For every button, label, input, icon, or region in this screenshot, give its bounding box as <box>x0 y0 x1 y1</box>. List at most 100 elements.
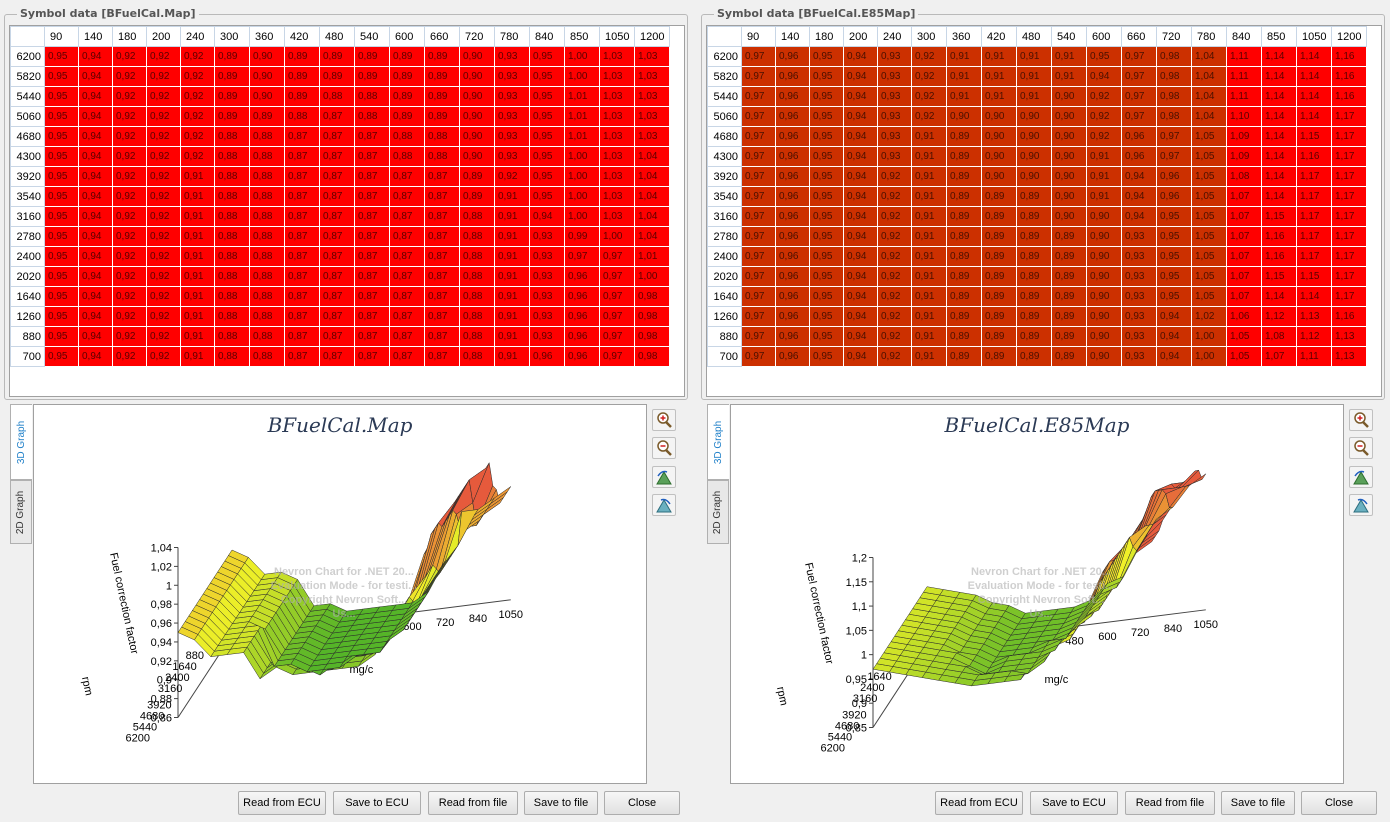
map-cell[interactable]: 0,92 <box>180 86 215 107</box>
map-cell[interactable]: 0,96 <box>564 326 600 347</box>
map-cell[interactable]: 0,87 <box>354 206 390 227</box>
map-cell[interactable]: 0,88 <box>214 306 250 327</box>
map-cell[interactable]: 0,94 <box>1156 346 1192 367</box>
map-cell[interactable]: 0,90 <box>1086 286 1122 307</box>
map-cell[interactable]: 0,89 <box>1051 286 1087 307</box>
map-cell[interactable]: 0,89 <box>1016 226 1052 247</box>
map-cell[interactable]: 0,94 <box>843 266 878 287</box>
map-cell[interactable]: 0,89 <box>319 66 355 87</box>
map-cell[interactable]: 1,08 <box>1261 326 1297 347</box>
map-cell[interactable]: 1,07 <box>1226 206 1262 227</box>
map-cell[interactable]: 1,17 <box>1331 166 1367 187</box>
map-cell[interactable]: 0,89 <box>459 186 495 207</box>
map-cell[interactable]: 0,94 <box>843 126 878 147</box>
map-cell[interactable]: 0,87 <box>319 226 355 247</box>
map-cell[interactable]: 0,92 <box>877 306 912 327</box>
map-cell[interactable]: 1,03 <box>599 146 635 167</box>
map-cell[interactable]: 1,17 <box>1331 106 1367 127</box>
map-cell[interactable]: 1,06 <box>1226 306 1262 327</box>
map-cell[interactable]: 0,88 <box>214 286 250 307</box>
map-cell[interactable]: 0,92 <box>112 146 147 167</box>
map-cell[interactable]: 0,92 <box>112 246 147 267</box>
map-cell[interactable]: 0,93 <box>529 326 565 347</box>
column-header[interactable]: 600 <box>1086 26 1122 47</box>
map-cell[interactable]: 0,95 <box>44 266 79 287</box>
map-cell[interactable]: 0,92 <box>1086 106 1122 127</box>
map-cell[interactable]: 0,90 <box>1086 246 1122 267</box>
column-header[interactable]: 240 <box>877 26 912 47</box>
map-cell[interactable]: 0,94 <box>78 166 113 187</box>
map-cell[interactable]: 0,94 <box>78 286 113 307</box>
map-cell[interactable]: 0,87 <box>284 166 320 187</box>
map-cell[interactable]: 1,14 <box>1296 86 1332 107</box>
map-cell[interactable]: 0,90 <box>1016 146 1052 167</box>
map-cell[interactable]: 0,89 <box>946 146 982 167</box>
map-cell[interactable]: 0,88 <box>459 326 495 347</box>
map-cell[interactable]: 0,87 <box>354 346 390 367</box>
map-cell[interactable]: 1,14 <box>1261 126 1297 147</box>
map-cell[interactable]: 0,96 <box>775 246 810 267</box>
map-cell[interactable]: 0,96 <box>1156 166 1192 187</box>
map-cell[interactable]: 0,98 <box>1156 66 1192 87</box>
map-cell[interactable]: 0,89 <box>981 266 1017 287</box>
map-cell[interactable]: 0,88 <box>214 166 250 187</box>
map-cell[interactable]: 0,89 <box>1016 306 1052 327</box>
map-cell[interactable]: 0,92 <box>877 206 912 227</box>
read-from-ecu-button[interactable]: Read from ECU <box>238 791 326 815</box>
map-cell[interactable]: 1,05 <box>1191 286 1227 307</box>
map-cell[interactable]: 0,87 <box>319 266 355 287</box>
map-cell[interactable]: 1,17 <box>1331 126 1367 147</box>
map-cell[interactable]: 0,88 <box>249 306 285 327</box>
tab-2d-graph[interactable]: 2D Graph <box>707 480 729 544</box>
map-cell[interactable]: 0,97 <box>741 246 776 267</box>
map-cell[interactable]: 0,96 <box>775 86 810 107</box>
map-cell[interactable]: 0,94 <box>843 86 878 107</box>
map-cell[interactable]: 0,89 <box>424 86 460 107</box>
map-cell[interactable]: 0,91 <box>981 46 1017 67</box>
map-cell[interactable]: 0,87 <box>319 206 355 227</box>
map-cell[interactable]: 0,87 <box>319 166 355 187</box>
map-cell[interactable]: 0,94 <box>1121 206 1157 227</box>
map-cell[interactable]: 1,00 <box>564 186 600 207</box>
map-cell[interactable]: 0,90 <box>249 66 285 87</box>
map-cell[interactable]: 0,97 <box>1121 86 1157 107</box>
map-cell[interactable]: 1,05 <box>1226 326 1262 347</box>
rotate-right-button[interactable] <box>652 494 676 516</box>
map-cell[interactable]: 0,89 <box>354 66 390 87</box>
map-cell[interactable]: 0,89 <box>284 46 320 67</box>
map-cell[interactable]: 0,93 <box>1121 246 1157 267</box>
map-grid-container[interactable]: 90 140 180 200 240 300 360 420 480 540 600 660 720 78… <box>706 25 1382 397</box>
map-cell[interactable]: 0,94 <box>78 106 113 127</box>
map-cell[interactable]: 0,87 <box>424 326 460 347</box>
zoom-out-button[interactable] <box>652 437 676 459</box>
map-cell[interactable]: 1,14 <box>1261 186 1297 207</box>
map-cell[interactable]: 0,88 <box>459 306 495 327</box>
row-header[interactable]: 880 <box>707 326 742 347</box>
map-cell[interactable]: 0,94 <box>843 146 878 167</box>
map-cell[interactable]: 0,89 <box>981 206 1017 227</box>
save-to-ecu-button[interactable]: Save to ECU <box>1030 791 1118 815</box>
map-cell[interactable]: 0,87 <box>424 226 460 247</box>
map-cell[interactable]: 0,93 <box>877 146 912 167</box>
map-cell[interactable]: 0,90 <box>946 106 982 127</box>
column-header[interactable]: 660 <box>1121 26 1157 47</box>
map-cell[interactable]: 0,91 <box>180 246 215 267</box>
map-cell[interactable]: 0,88 <box>284 106 320 127</box>
map-cell[interactable]: 0,89 <box>981 346 1017 367</box>
map-cell[interactable]: 0,91 <box>180 186 215 207</box>
map-cell[interactable]: 0,90 <box>1086 206 1122 227</box>
map-cell[interactable]: 0,92 <box>112 186 147 207</box>
map-cell[interactable]: 1,03 <box>599 126 635 147</box>
map-cell[interactable]: 1,04 <box>634 166 670 187</box>
row-header[interactable]: 5820 <box>10 66 45 87</box>
column-header[interactable]: 90 <box>741 26 776 47</box>
map-cell[interactable]: 0,95 <box>529 166 565 187</box>
map-cell[interactable]: 1,14 <box>1261 46 1297 67</box>
map-cell[interactable]: 0,87 <box>424 306 460 327</box>
map-cell[interactable]: 0,98 <box>1156 86 1192 107</box>
map-cell[interactable]: 0,91 <box>911 306 947 327</box>
map-cell[interactable]: 0,90 <box>459 126 495 147</box>
map-cell[interactable]: 0,87 <box>389 186 425 207</box>
map-cell[interactable]: 0,95 <box>809 286 844 307</box>
map-cell[interactable]: 0,96 <box>564 306 600 327</box>
